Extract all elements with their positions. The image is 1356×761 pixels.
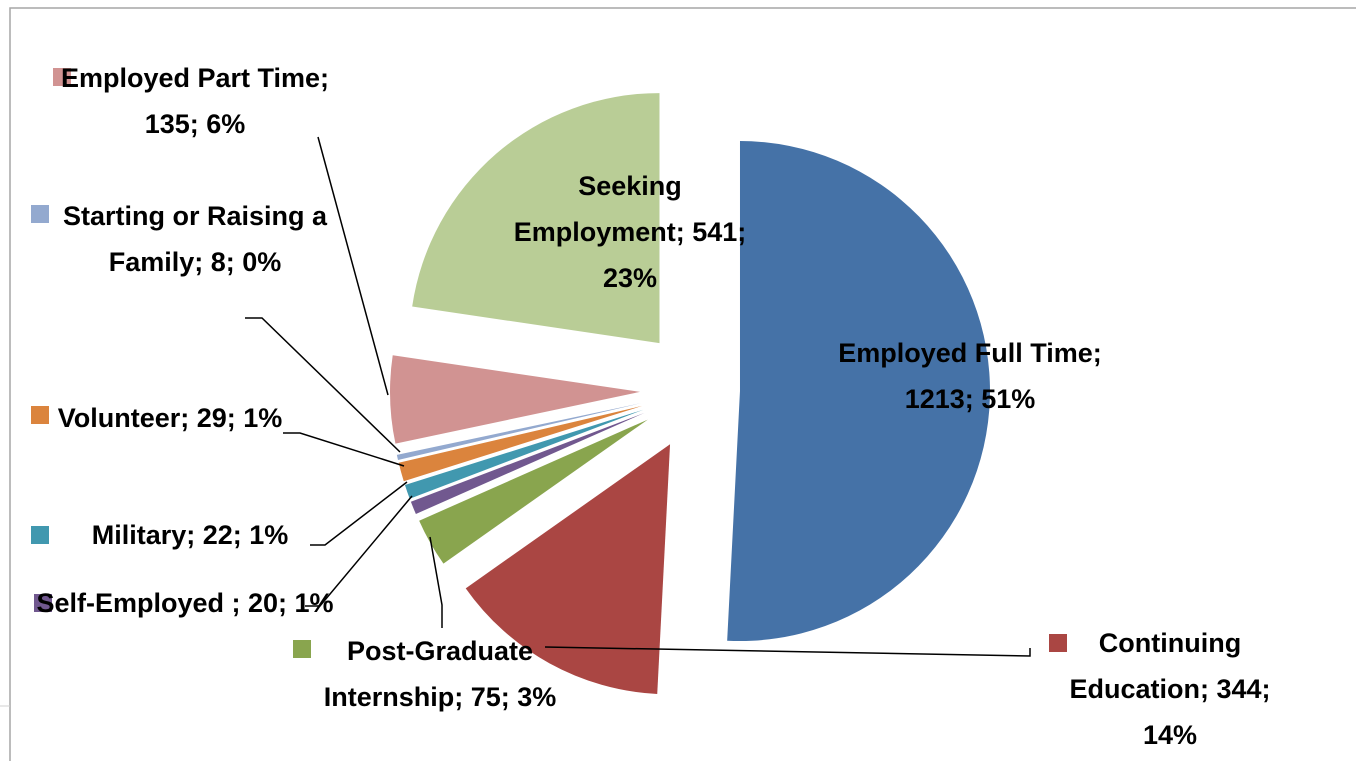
data-label: Continuing Education; 344; 14% <box>1069 628 1271 750</box>
legend-swatch <box>293 640 311 658</box>
frame <box>9 7 1356 761</box>
leader-line <box>283 432 405 467</box>
pie-slice <box>419 419 648 564</box>
leader-line <box>429 536 443 628</box>
leader-line <box>310 481 408 546</box>
data-label: Post-Graduate Internship; 75; 3% <box>323 636 557 712</box>
data-label: Employed Full Time; 1213; 51% <box>838 338 1102 414</box>
data-label: Seeking Employment; 541; 23% <box>513 171 747 293</box>
data-label: Volunteer; 29; 1% <box>57 403 283 433</box>
pie-slice <box>412 93 660 344</box>
pie-slice <box>465 444 671 694</box>
pie-slice <box>404 409 644 499</box>
pie-slice <box>727 141 990 642</box>
legend-swatch <box>31 526 49 544</box>
data-label: Self-Employed ; 20; 1% <box>36 588 334 618</box>
legend-swatch <box>53 68 71 86</box>
legend-swatch <box>1049 634 1067 652</box>
leader-line <box>544 646 1031 657</box>
legend-swatch <box>31 205 49 223</box>
leader-line <box>317 136 389 396</box>
pie-slice <box>390 355 641 444</box>
pie-slice <box>396 403 642 460</box>
pie-slice <box>398 405 643 482</box>
data-label: Starting or Raising a Family; 8; 0% <box>62 201 328 277</box>
pie-slice <box>410 412 645 514</box>
leader-line <box>305 495 413 607</box>
data-label: Military; 22; 1% <box>91 520 289 550</box>
data-label: Employed Part Time; 135; 6% <box>60 63 330 139</box>
legend-swatch <box>31 406 49 424</box>
legend-swatch <box>34 594 52 612</box>
leader-line <box>245 317 401 453</box>
